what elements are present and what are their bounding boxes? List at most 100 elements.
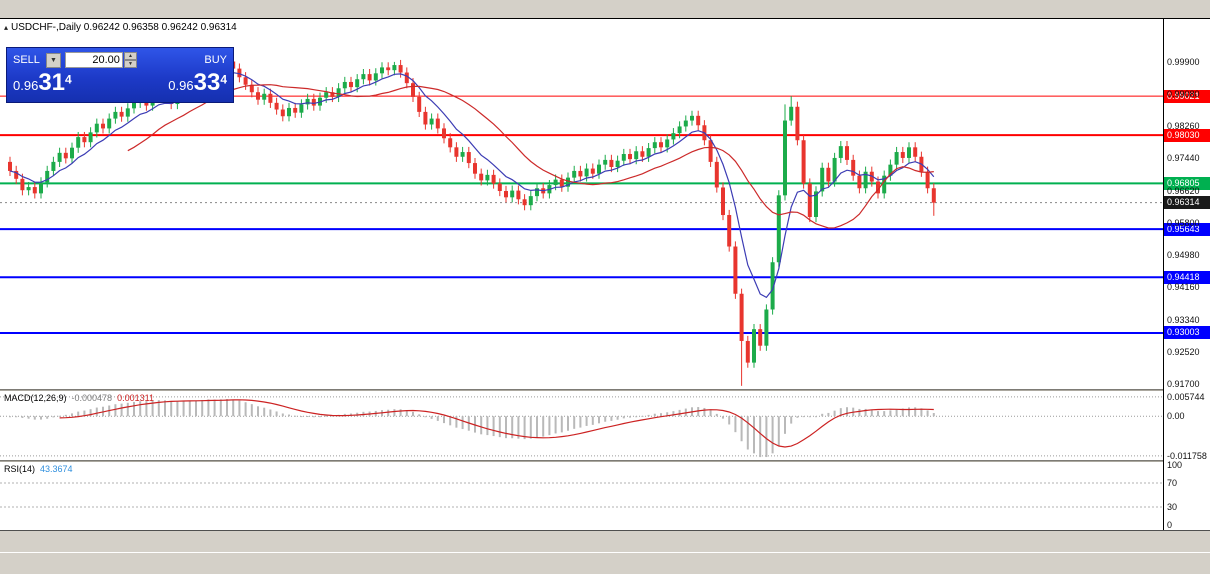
candle: [615, 160, 620, 167]
candle: [696, 115, 701, 126]
candle: [752, 329, 756, 363]
macd-histogram-bar: [151, 400, 154, 417]
candle: [677, 126, 682, 134]
macd-histogram-bar: [889, 410, 892, 417]
macd-histogram-bar: [207, 399, 210, 417]
price-tick-label: 0.97440: [1167, 153, 1200, 164]
macd-histogram-bar: [33, 416, 36, 420]
trade-panel-top-row: SELL ▼ ▲ ▼ BUY: [7, 48, 233, 70]
candle: [448, 138, 453, 148]
macd-chart-canvas: [0, 396, 1163, 458]
price-tick-label: 0.98260: [1167, 121, 1200, 132]
candle: [776, 195, 781, 263]
macd-histogram-bar: [95, 407, 98, 417]
macd-histogram-bar: [399, 409, 402, 417]
time-axis[interactable]: [0, 530, 1210, 552]
macd-histogram-bar: [263, 407, 266, 417]
candle: [721, 187, 725, 216]
macd-histogram-bar: [288, 414, 290, 417]
macd-level-label: 0.00: [1167, 411, 1185, 422]
candle: [485, 174, 490, 181]
candlestick-chart-canvas[interactable]: [0, 19, 1163, 389]
macd-histogram-bar: [126, 402, 129, 417]
macd-histogram-bar: [932, 413, 935, 417]
macd-histogram-bar: [604, 416, 607, 422]
price-axis[interactable]: 0.99021 0.98030 0.96805 0.95643 0.94418 0.930…: [1163, 19, 1210, 531]
sell-button[interactable]: 0.96314: [13, 70, 72, 96]
price-tick-label: 0.94160: [1167, 282, 1200, 293]
pane-splitter[interactable]: [0, 389, 1210, 391]
candle: [237, 68, 242, 78]
buy-price-point: 4: [220, 72, 227, 87]
candle: [516, 190, 521, 200]
buy-button[interactable]: 0.96334: [168, 70, 227, 96]
macd-histogram-bar: [554, 416, 557, 434]
macd-indicator-pane[interactable]: MACD(12,26,9) -0.000478 0.001311: [0, 391, 1163, 460]
candle: [882, 175, 887, 194]
macd-histogram-bar: [418, 414, 421, 417]
pane-splitter[interactable]: [0, 460, 1210, 462]
macd-histogram-bar: [846, 407, 848, 417]
candle: [76, 137, 81, 148]
macd-histogram-bar: [759, 416, 762, 458]
price-tick-label: 0.91700: [1167, 379, 1200, 390]
buy-label: BUY: [204, 54, 227, 66]
candle: [113, 111, 118, 119]
buy-price-pips: 33: [193, 69, 221, 96]
volume-input[interactable]: [64, 52, 123, 68]
candle: [280, 109, 285, 117]
rsi-title: RSI(14) 43.3674: [4, 464, 73, 474]
rsi-level-label: 100: [1167, 460, 1183, 470]
candle: [888, 164, 893, 176]
macd-histogram-bar: [901, 408, 904, 417]
candle: [609, 159, 614, 167]
candle: [572, 170, 577, 178]
macd-histogram-bar: [405, 410, 408, 417]
candle: [14, 170, 19, 179]
candle: [758, 329, 763, 346]
volume-increase-button[interactable]: ▲: [123, 52, 137, 60]
candle: [287, 107, 291, 117]
macd-histogram-bar: [808, 416, 811, 418]
rsi-level-label: 70: [1167, 478, 1178, 488]
candle: [491, 174, 496, 184]
macd-histogram-bar: [393, 409, 396, 417]
macd-histogram-bar: [858, 408, 861, 417]
macd-histogram-bar: [486, 416, 489, 436]
macd-histogram-bar: [920, 408, 923, 417]
macd-histogram-bar: [697, 407, 700, 417]
volume-decrease-button[interactable]: ▼: [123, 60, 137, 68]
macd-histogram-bar: [455, 416, 458, 428]
candle: [442, 128, 446, 139]
candle: [82, 137, 87, 143]
candle: [392, 65, 397, 71]
candle: [931, 188, 936, 203]
macd-name: MACD(12,26,9): [4, 393, 67, 403]
candle: [249, 84, 254, 93]
price-line-label: 0.96805: [1164, 176, 1210, 190]
price-pane[interactable]: ▴ USDCHF-,Daily 0.96242 0.96358 0.96242 0…: [0, 19, 1163, 389]
macd-histogram-bar: [71, 413, 73, 417]
rsi-name: RSI(14): [4, 464, 36, 474]
macd-histogram-bar: [666, 412, 669, 417]
macd-histogram-bar: [182, 401, 185, 417]
macd-histogram-bar: [523, 416, 526, 440]
volume-dropdown-button[interactable]: ▼: [45, 52, 61, 68]
macd-histogram-bar: [114, 404, 117, 417]
macd-histogram-bar: [647, 414, 650, 417]
macd-histogram-bar: [281, 413, 284, 417]
one-click-collapse-icon[interactable]: ▴: [4, 23, 9, 32]
price-tick-label: 0.93340: [1167, 314, 1200, 325]
macd-histogram-bar: [498, 416, 501, 438]
macd-histogram-bar: [436, 416, 439, 421]
macd-histogram-bar: [536, 416, 538, 438]
candle: [355, 79, 360, 88]
candle: [132, 102, 136, 109]
macd-histogram-bar: [765, 416, 768, 458]
candle: [814, 191, 818, 217]
price-line-label: 0.93003: [1164, 326, 1210, 340]
candle: [497, 183, 502, 192]
rsi-indicator-pane[interactable]: RSI(14) 43.3674: [0, 462, 1163, 531]
macd-histogram-bar: [238, 400, 241, 417]
